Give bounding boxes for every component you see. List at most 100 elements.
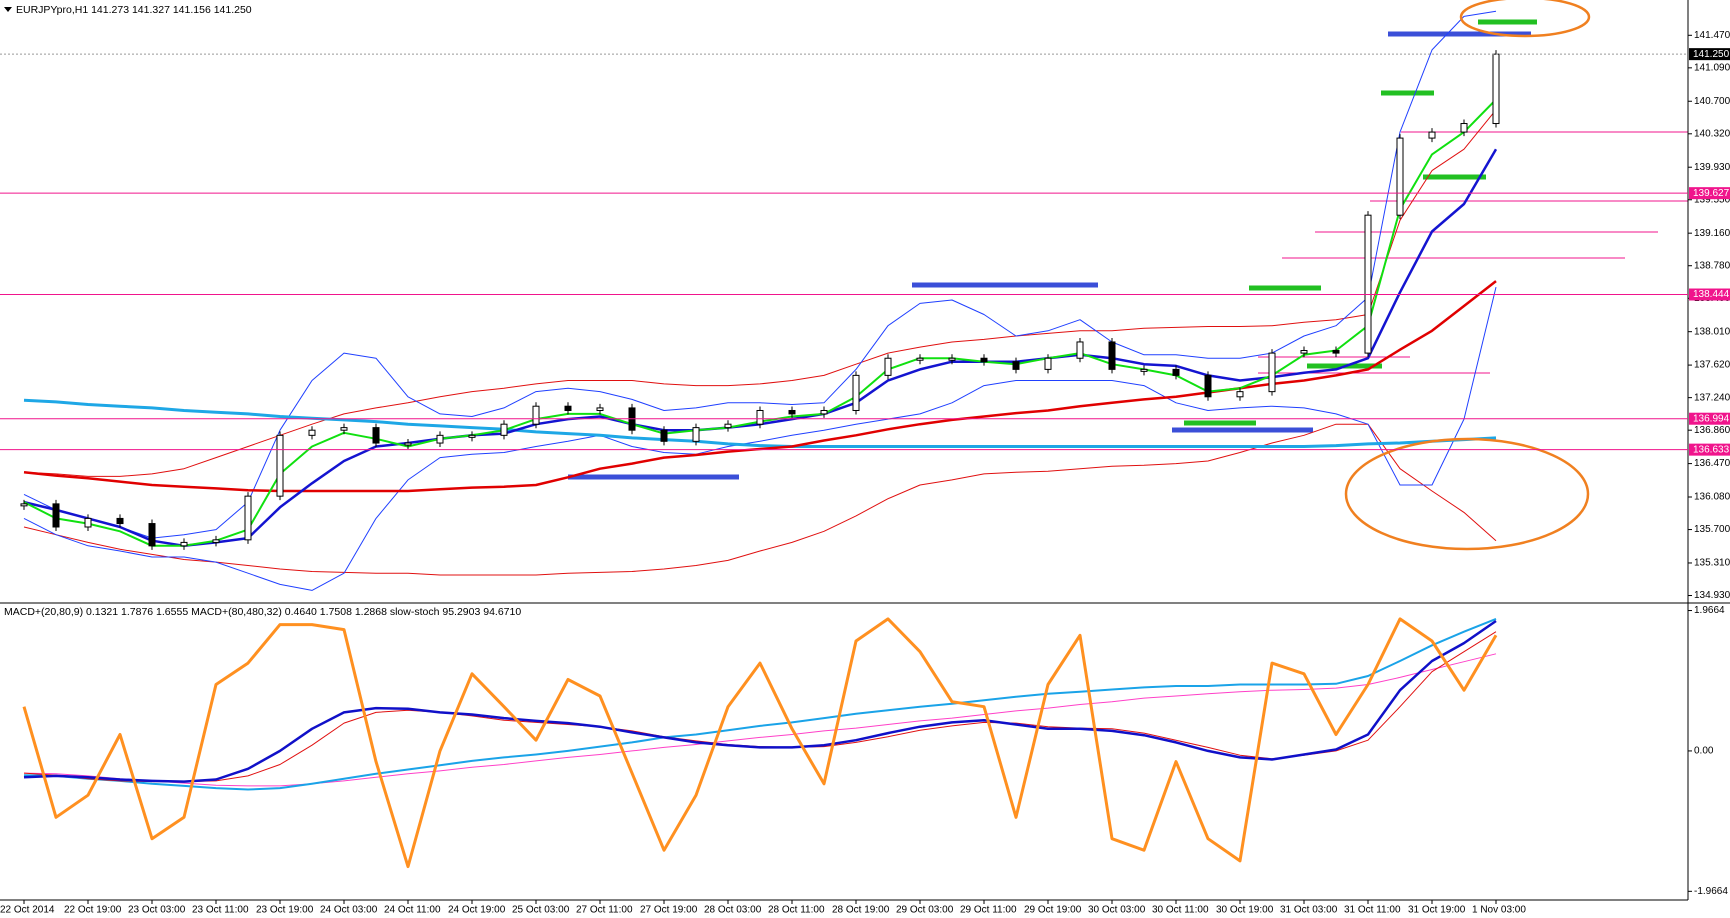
price-label: 141.250 (1693, 49, 1730, 60)
x-tick-label: 29 Oct 03:00 (896, 905, 954, 916)
candle (1300, 350, 1308, 354)
candle (1268, 352, 1276, 393)
x-tick-label: 23 Oct 03:00 (128, 905, 186, 916)
x-tick-label: 29 Oct 19:00 (1024, 905, 1082, 916)
candle (1396, 137, 1404, 216)
candle (660, 429, 668, 442)
price-label: 136.994 (1693, 413, 1730, 424)
y-tick-label: 141.470 (1694, 30, 1730, 41)
y-tick-label: 1.9664 (1694, 605, 1725, 616)
y-tick-label: 140.700 (1694, 96, 1730, 107)
candle (948, 357, 956, 361)
candle (1140, 368, 1148, 372)
y-tick-label: 135.310 (1694, 558, 1730, 569)
x-tick-label: 24 Oct 19:00 (448, 905, 506, 916)
candle (1460, 123, 1468, 133)
candle (20, 503, 28, 507)
y-tick-label: 139.930 (1694, 162, 1730, 173)
x-tick-label: 27 Oct 19:00 (640, 905, 698, 916)
x-tick-label: 24 Oct 03:00 (320, 905, 378, 916)
candle (404, 442, 412, 446)
x-tick-label: 28 Oct 03:00 (704, 905, 762, 916)
symbol-header: EURJPYpro,H1 141.273 141.327 141.156 141… (16, 4, 252, 16)
y-tick-label: 138.010 (1694, 326, 1730, 337)
candle (148, 523, 156, 547)
candle (1204, 374, 1212, 398)
candle (820, 409, 828, 415)
menu-arrow[interactable] (4, 7, 12, 12)
candle (1364, 214, 1372, 354)
x-tick-label: 30 Oct 19:00 (1216, 905, 1274, 916)
y-tick-label: 135.700 (1694, 524, 1730, 535)
candle (1044, 357, 1052, 370)
x-tick-label: 31 Oct 03:00 (1280, 905, 1338, 916)
y-tick-label: 136.470 (1694, 458, 1730, 469)
y-tick-label: 140.320 (1694, 128, 1730, 139)
y-tick-label: 137.240 (1694, 392, 1730, 403)
x-tick-label: 1 Nov 03:00 (1472, 905, 1526, 916)
candle (980, 357, 988, 363)
highlight-ellipse (1344, 437, 1590, 551)
y-tick-label: 139.160 (1694, 228, 1730, 239)
indicator-line (23, 653, 1497, 787)
candle (308, 429, 316, 436)
candle (788, 409, 796, 415)
x-tick-label: 30 Oct 11:00 (1152, 905, 1209, 916)
price-label-box (1689, 288, 1730, 301)
x-tick-label: 29 Oct 11:00 (960, 905, 1017, 916)
price-label-box (1689, 443, 1730, 456)
y-tick-label: 0.00 (1694, 746, 1714, 757)
x-tick-label: 28 Oct 11:00 (768, 905, 825, 916)
price-label-box (1689, 187, 1730, 200)
y-tick-label: 136.080 (1694, 492, 1730, 503)
y-tick-label: 139.550 (1694, 194, 1730, 205)
indicator-line (22, 617, 1498, 869)
x-tick-label: 22 Oct 2014 (0, 905, 55, 916)
candle (692, 427, 700, 442)
x-tick-label: 27 Oct 11:00 (576, 905, 633, 916)
price-label-box (1689, 412, 1730, 425)
indicator-line (23, 619, 1497, 783)
candle (1428, 131, 1436, 139)
x-tick-label: 31 Oct 19:00 (1408, 905, 1466, 916)
candle (52, 503, 60, 528)
annotations-top (1344, 0, 1591, 551)
plot-area (20, 10, 1500, 869)
candle (116, 517, 124, 525)
x-tick-label: 23 Oct 11:00 (192, 905, 249, 916)
candle (1108, 341, 1116, 370)
candle (500, 423, 508, 436)
x-tick-label: 31 Oct 11:00 (1344, 905, 1401, 916)
candle (340, 427, 348, 431)
x-tick-label: 28 Oct 19:00 (832, 905, 890, 916)
x-tick-label: 23 Oct 19:00 (256, 905, 314, 916)
candle (756, 409, 764, 425)
y-tick-label: -1.9664 (1694, 886, 1728, 897)
y-tick-label: 137.620 (1694, 360, 1730, 371)
price-label: 138.444 (1693, 289, 1730, 300)
candle (276, 434, 284, 497)
y-tick-label: 141.090 (1694, 62, 1730, 73)
y-tick-label: 136.860 (1694, 425, 1730, 436)
candle (436, 434, 444, 444)
indicator-line (23, 398, 1497, 448)
indicator-line (23, 286, 1497, 591)
indicator-header: MACD+(20,80,9) 0.1321 1.7876 1.6555 MACD… (4, 606, 521, 618)
candle (1076, 341, 1084, 359)
y-tick-label: 138.780 (1694, 260, 1730, 271)
x-tick-label: 30 Oct 03:00 (1088, 905, 1146, 916)
candle (1012, 361, 1020, 370)
candle (84, 517, 92, 528)
x-tick-label: 22 Oct 19:00 (64, 905, 122, 916)
indicator-line (23, 109, 1497, 477)
price-label: 139.627 (1693, 188, 1730, 199)
candle (596, 407, 604, 411)
highlight-ellipse (1459, 0, 1591, 38)
candle (468, 434, 476, 438)
annotations (568, 19, 1688, 480)
indicator-line (23, 617, 1497, 791)
x-tick-label: 24 Oct 11:00 (384, 905, 441, 916)
price-label-box (1689, 48, 1730, 61)
